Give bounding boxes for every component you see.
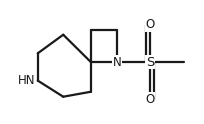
Text: O: O bbox=[145, 93, 155, 106]
Text: O: O bbox=[145, 18, 155, 31]
Text: S: S bbox=[146, 56, 154, 68]
Text: HN: HN bbox=[18, 74, 36, 87]
Text: N: N bbox=[113, 56, 122, 68]
